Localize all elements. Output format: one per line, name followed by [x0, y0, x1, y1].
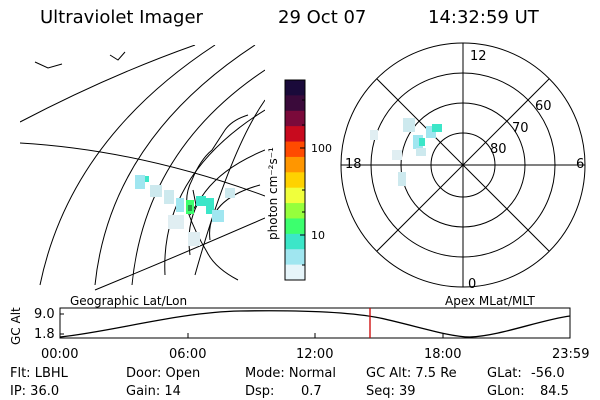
- colorbar-frame: [284, 79, 306, 281]
- colorbar: [285, 80, 305, 281]
- polar-map: [340, 42, 586, 288]
- polar-aurora-emission: [370, 118, 442, 186]
- status-dsp-label: Dsp:: [245, 384, 275, 399]
- colorbar-band: [285, 172, 305, 189]
- status-glon-value: 84.5: [540, 384, 569, 399]
- altitude-ylabel: GC Alt: [9, 307, 23, 345]
- status-mode: Mode: Normal: [245, 366, 336, 381]
- emission-patch: [392, 150, 402, 160]
- colorbar-tick-label: 10: [311, 229, 325, 242]
- colorbar-unit-label: photon cm⁻²s⁻¹: [266, 147, 280, 240]
- colorbar-band: [285, 187, 305, 204]
- emission-patch: [145, 176, 149, 182]
- emission-patch: [188, 205, 192, 211]
- instrument-title: Ultraviolet Imager: [40, 7, 203, 28]
- status-gc-alt: GC Alt: 7.5 Re: [366, 366, 457, 381]
- lat-line: [94, 45, 256, 286]
- mlt-line-diagonal: [376, 78, 550, 252]
- emission-patch: [225, 188, 235, 198]
- status-door: Door: Open: [126, 366, 201, 381]
- status-filter: Flt: LBHL: [10, 366, 68, 381]
- mlt-label-6: 6: [576, 157, 584, 172]
- emission-patch: [188, 232, 200, 246]
- colorbar-tick-label: 100: [311, 142, 332, 155]
- emission-patch: [419, 138, 425, 146]
- lat-line: [164, 109, 265, 276]
- colorbar-band: [285, 264, 305, 281]
- status-seq: Seq: 39: [366, 384, 416, 399]
- lat-line: [131, 69, 265, 286]
- mlt-label-12: 12: [470, 49, 487, 64]
- status-glat-value: -56.0: [531, 366, 565, 381]
- emission-patch: [413, 135, 423, 149]
- status-dsp-value: 0.7: [301, 384, 322, 399]
- mlt-label-0: 0: [468, 277, 476, 292]
- time-label: 14:32:59 UT: [428, 7, 539, 28]
- altitude-ytick-label: 9.0: [34, 307, 55, 322]
- status-glat-label: GLat:: [487, 366, 522, 381]
- coastline: [34, 61, 63, 69]
- emission-patch: [176, 198, 184, 212]
- colorbar-band: [285, 218, 305, 235]
- colorbar-band: [285, 156, 305, 173]
- lat-line: [20, 45, 196, 123]
- emission-patch: [150, 185, 162, 197]
- emission-patch: [426, 126, 436, 138]
- colorbar-axis: [284, 79, 306, 281]
- date-label: 29 Oct 07: [278, 7, 367, 28]
- altitude-xtick-label: 12:00: [296, 347, 334, 362]
- altitude-xtick-label: 18:00: [424, 347, 462, 362]
- geographic-map: [20, 45, 265, 291]
- colorbar-band: [285, 110, 305, 127]
- emission-patch: [432, 124, 442, 132]
- coastline: [186, 114, 249, 281]
- mlt-label-18: 18: [345, 157, 362, 172]
- colorbar-band: [285, 80, 305, 96]
- colorbar-band: [285, 203, 305, 219]
- polar-map-label: Apex MLat/MLT: [445, 294, 535, 308]
- emission-patch: [168, 215, 184, 229]
- altitude-plot: [59, 307, 571, 339]
- altitude-xtick-label: 00:00: [41, 347, 79, 362]
- altitude-xtick-label: 06:00: [169, 347, 207, 362]
- emission-patch: [212, 210, 224, 222]
- altitude-ytick-label: 1.8: [34, 327, 55, 342]
- mlat-label-70: 70: [512, 121, 529, 136]
- lat-line: [39, 45, 216, 286]
- emission-patch: [196, 196, 206, 206]
- colorbar-band: [285, 95, 305, 112]
- altitude-curve: [59, 310, 571, 338]
- altitude-xtick-label: 23:59: [552, 347, 590, 362]
- status-glon-label: GLon:: [487, 384, 525, 399]
- colorbar-band: [285, 249, 305, 266]
- emission-patch: [398, 172, 406, 186]
- meridian-line: [20, 142, 265, 197]
- status-ip: IP: 36.0: [10, 384, 60, 399]
- emission-patch: [206, 198, 214, 214]
- colorbar-band: [285, 141, 305, 158]
- mlat-label-80: 80: [490, 142, 507, 157]
- emission-patch: [403, 118, 415, 132]
- emission-patch: [164, 190, 174, 204]
- emission-patch: [370, 130, 378, 140]
- status-gain: Gain: 14: [126, 384, 181, 399]
- colorbar-band: [285, 233, 305, 250]
- geo-aurora-emission: [135, 175, 235, 246]
- geo-map-label: Geographic Lat/Lon: [70, 294, 188, 308]
- meridian-line: [94, 217, 265, 291]
- emission-patch: [416, 148, 426, 156]
- emission-patch: [135, 175, 145, 189]
- lat-line: [209, 184, 261, 241]
- coastline: [109, 51, 126, 61]
- colorbar-band: [285, 126, 305, 143]
- mlat-label-60: 60: [535, 99, 552, 114]
